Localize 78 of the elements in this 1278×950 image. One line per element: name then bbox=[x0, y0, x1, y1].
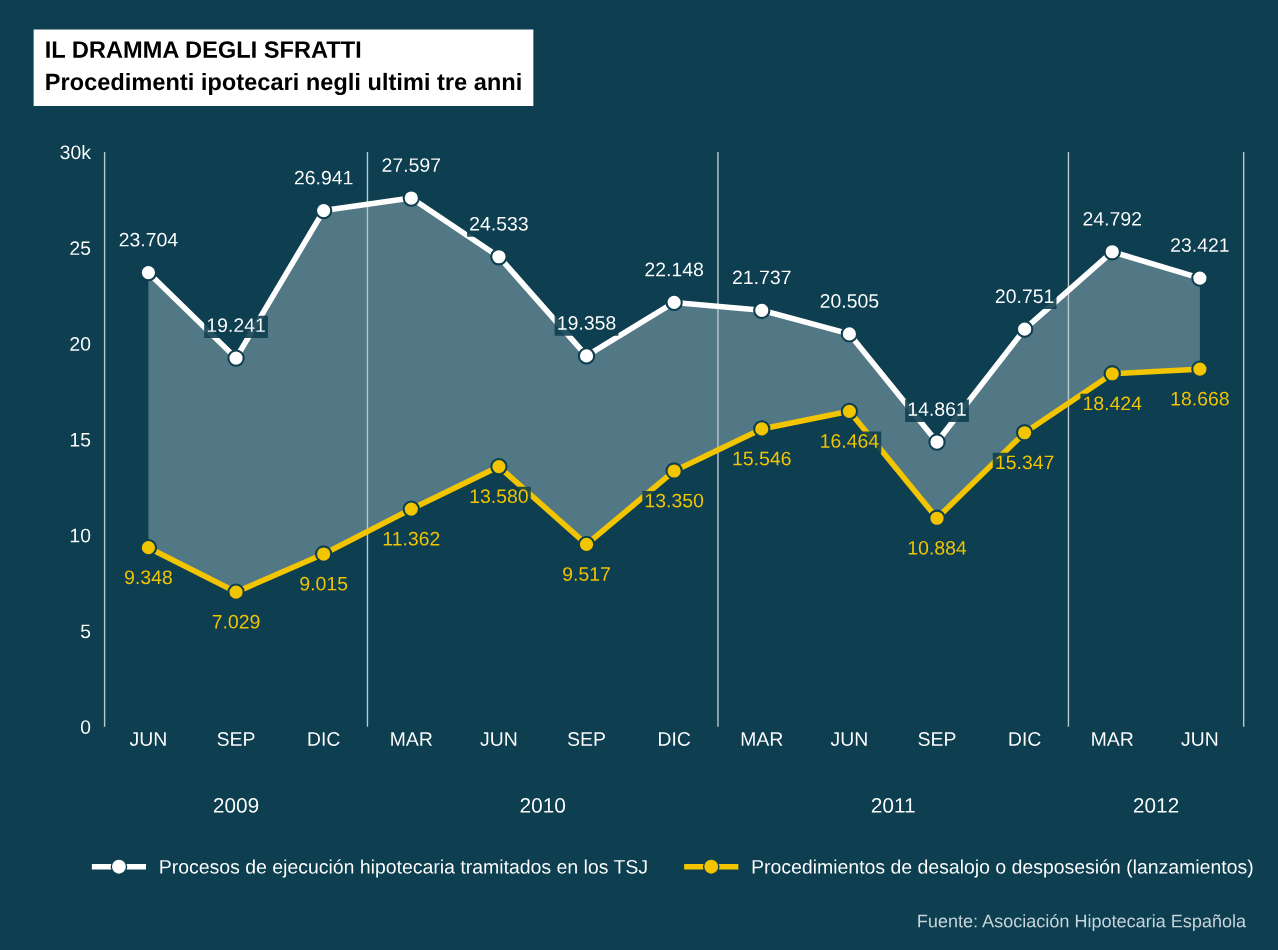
point bbox=[314, 545, 333, 563]
point bbox=[139, 538, 158, 557]
point bbox=[1015, 320, 1034, 338]
point bbox=[1103, 365, 1121, 383]
data-label: 21.737 bbox=[733, 270, 791, 285]
point bbox=[1191, 269, 1209, 287]
data-label: 24.533 bbox=[470, 216, 528, 231]
y-tick-label: 30k bbox=[60, 144, 92, 160]
x-tick-label: DIC bbox=[1009, 732, 1041, 746]
data-label: 10.884 bbox=[908, 540, 967, 555]
data-label: 18.424 bbox=[1084, 396, 1142, 411]
point bbox=[577, 347, 596, 365]
data-label: 9.517 bbox=[563, 567, 610, 581]
legend-label: Procedimientos de desalojo o desposesión (lanzamientos) bbox=[752, 859, 1253, 878]
y-tick-label: 20 bbox=[70, 337, 91, 351]
x-tick-label: JUN bbox=[1181, 732, 1218, 746]
x-tick-label: JUN bbox=[480, 732, 517, 746]
data-label: 23.704 bbox=[119, 232, 178, 247]
y-tick-label: 5 bbox=[80, 624, 91, 639]
x-tick-label: DIC bbox=[659, 732, 691, 746]
point bbox=[928, 433, 946, 451]
data-label: 26.941 bbox=[294, 170, 353, 185]
text: 2009 bbox=[213, 798, 259, 813]
point bbox=[840, 402, 859, 421]
y-tick-label: 0 bbox=[80, 720, 91, 734]
x-tick-label: SEP bbox=[217, 732, 255, 746]
data-label: 20.505 bbox=[820, 294, 879, 308]
source-note: Fuente: Asociación Hipotecaria Española bbox=[918, 913, 1247, 931]
text: 2010 bbox=[520, 798, 566, 813]
data-label: 9.015 bbox=[300, 576, 348, 591]
data-label: 15.546 bbox=[733, 451, 791, 466]
point bbox=[227, 349, 245, 367]
data-label: 18.668 bbox=[1171, 391, 1229, 406]
data-label: 13.350 bbox=[645, 493, 704, 508]
point bbox=[840, 325, 859, 343]
point bbox=[753, 420, 771, 438]
text: 2011 bbox=[871, 798, 915, 813]
y-tick-label: 10 bbox=[70, 528, 91, 543]
data-label: 24.792 bbox=[1083, 211, 1142, 226]
x-tick-label: DIC bbox=[308, 732, 340, 746]
data-label: 11.362 bbox=[383, 531, 440, 546]
point bbox=[665, 462, 683, 480]
x-tick-label: SEP bbox=[567, 732, 605, 746]
x-tick-label: MAR bbox=[1092, 732, 1133, 746]
text: 2012 bbox=[1133, 798, 1179, 813]
point bbox=[753, 301, 771, 319]
x-tick-label: SEP bbox=[918, 732, 956, 746]
point bbox=[490, 248, 508, 266]
data-label: 7.029 bbox=[212, 614, 260, 629]
point bbox=[665, 293, 683, 312]
y-tick-label: 15 bbox=[70, 433, 91, 447]
x-tick-label: JUN bbox=[129, 732, 166, 746]
data-label: 16.464 bbox=[821, 434, 879, 448]
data-label: 23.421 bbox=[1171, 238, 1229, 252]
x-tick-label: JUN bbox=[830, 732, 867, 746]
point bbox=[928, 509, 946, 527]
point bbox=[1191, 360, 1209, 378]
point bbox=[227, 583, 245, 601]
point bbox=[1103, 243, 1121, 261]
point bbox=[402, 500, 420, 518]
point bbox=[402, 189, 420, 207]
point bbox=[490, 457, 508, 476]
point bbox=[1015, 424, 1034, 442]
chart-title: IL DRAMMA DEGLI SFRATTI bbox=[46, 41, 361, 58]
y-tick-label: 25 bbox=[70, 241, 91, 256]
data-label: 20.751 bbox=[995, 289, 1054, 304]
data-label: 14.861 bbox=[908, 402, 966, 416]
legend-label: Procesos de ejecución hipotecaria tramitados en los TSJ bbox=[160, 859, 647, 878]
data-label: 9.348 bbox=[125, 570, 172, 585]
x-tick-label: MAR bbox=[391, 732, 432, 746]
data-label: 19.241 bbox=[207, 318, 265, 333]
data-label: 15.347 bbox=[996, 455, 1054, 470]
data-label: 27.597 bbox=[382, 158, 441, 172]
x-tick-label: MAR bbox=[741, 732, 783, 746]
data-label: 19.358 bbox=[558, 316, 616, 330]
data-label: 22.148 bbox=[645, 262, 704, 277]
data-label: 13.580 bbox=[470, 489, 528, 504]
chart-subtitle: Procedimenti ipotecari negli ultimi tre anni bbox=[46, 72, 521, 95]
